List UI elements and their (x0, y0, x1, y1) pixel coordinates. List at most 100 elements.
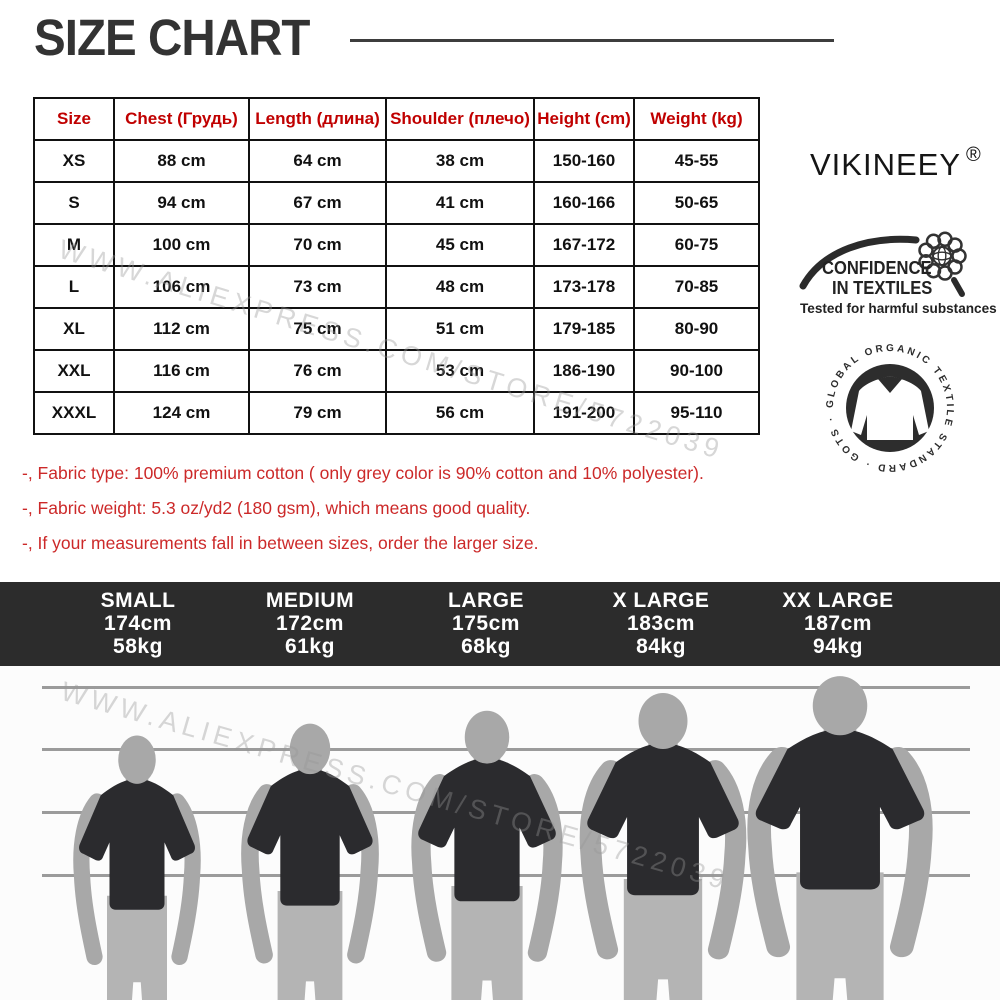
size-label-x-large: X LARGE 183cm 84kg (613, 589, 710, 658)
size-weight: 94kg (813, 635, 863, 658)
table-row: L 106 cm 73 cm 48 cm 173-178 70-85 (33, 265, 760, 309)
table-cell: 191-200 (533, 391, 635, 435)
oeko-tex-logo: CONFIDENCE IN TEXTILES Tested for harmfu… (799, 226, 999, 322)
table-cell: 41 cm (385, 181, 535, 225)
fabric-notes: -, Fabric type: 100% premium cotton ( on… (22, 463, 704, 568)
table-cell: 45 cm (385, 223, 535, 267)
table-cell: 45-55 (633, 139, 760, 183)
gots-logo: GLOBAL ORGANIC TEXTILE STANDARD · GOTS · (824, 342, 956, 474)
title-rule-line (350, 39, 834, 42)
oeko-tex-subtitle: Tested for harmful substances (800, 300, 997, 316)
table-cell: 90-100 (633, 349, 760, 393)
table-cell: 38 cm (385, 139, 535, 183)
col-header-height: Height (cm) (533, 97, 635, 141)
table-cell: 56 cm (385, 391, 535, 435)
table-cell: 70 cm (248, 223, 387, 267)
oeko-tex-title-line2: IN TEXTILES (832, 278, 933, 298)
col-header-weight: Weight (kg) (633, 97, 760, 141)
oeko-tex-title-line1: CONFIDENCE (822, 258, 932, 278)
table-cell: 48 cm (385, 265, 535, 309)
table-cell: M (33, 223, 115, 267)
table-row: M 100 cm 70 cm 45 cm 167-172 60-75 (33, 223, 760, 267)
note-sizing-advice: -, If your measurements fall in between … (22, 533, 539, 553)
table-cell: 64 cm (248, 139, 387, 183)
silhouette-xx-large (731, 673, 949, 1000)
size-height: 175cm (452, 612, 520, 635)
table-cell: 80-90 (633, 307, 760, 351)
size-label-band: SMALL 174cm 58kg MEDIUM 172cm 61kg LARGE… (0, 582, 1000, 666)
size-name: MEDIUM (265, 589, 355, 612)
table-cell: 124 cm (113, 391, 250, 435)
table-cell: 73 cm (248, 265, 387, 309)
size-label-small: SMALL 174cm 58kg (101, 589, 176, 658)
size-chart-table: Size Chest (Грудь) Length (длина) Should… (33, 97, 760, 435)
table-cell: 150-160 (533, 139, 635, 183)
table-cell: 70-85 (633, 265, 760, 309)
size-name: LARGE (448, 589, 524, 612)
table-row: XXXL 124 cm 79 cm 56 cm 191-200 95-110 (33, 391, 760, 435)
table-cell: 75 cm (248, 307, 387, 351)
shirt-collar-icon (878, 376, 902, 393)
table-row: XXL 116 cm 76 cm 53 cm 186-190 90-100 (33, 349, 760, 393)
size-weight: 84kg (636, 635, 686, 658)
registered-trademark-icon: ® (966, 144, 982, 166)
silhouette-large (398, 708, 576, 1000)
page-title: SIZE CHART (34, 9, 310, 67)
size-name: XX LARGE (782, 589, 894, 612)
size-weight: 68kg (461, 635, 511, 658)
table-cell: XXL (33, 349, 115, 393)
size-label-xx-large: XX LARGE 187cm 94kg (782, 589, 893, 658)
size-height: 174cm (104, 612, 172, 635)
table-cell: 51 cm (385, 307, 535, 351)
table-cell: 53 cm (385, 349, 535, 393)
table-cell: 95-110 (633, 391, 760, 435)
table-header-row: Size Chest (Грудь) Length (длина) Should… (33, 97, 760, 141)
size-weight: 58kg (113, 635, 163, 658)
table-row: XL 112 cm 75 cm 51 cm 179-185 80-90 (33, 307, 760, 351)
table-row: XS 88 cm 64 cm 38 cm 150-160 45-55 (33, 139, 760, 183)
size-label-medium: MEDIUM 172cm 61kg (266, 589, 354, 658)
table-cell: XS (33, 139, 115, 183)
table-cell: 60-75 (633, 223, 760, 267)
table-cell: 167-172 (533, 223, 635, 267)
flower-globe-icon (918, 231, 967, 281)
table-row: S 94 cm 67 cm 41 cm 160-166 50-65 (33, 181, 760, 225)
col-header-size: Size (33, 97, 115, 141)
note-fabric-type: -, Fabric type: 100% premium cotton ( on… (22, 463, 704, 483)
tick-mark-icon (951, 277, 965, 297)
table-cell: 50-65 (633, 181, 760, 225)
table-cell: XL (33, 307, 115, 351)
gots-graphic: GLOBAL ORGANIC TEXTILE STANDARD · GOTS · (825, 343, 954, 473)
size-height: 172cm (276, 612, 344, 635)
table-cell: 186-190 (533, 349, 635, 393)
table-cell: 79 cm (248, 391, 387, 435)
size-table-body: XS 88 cm 64 cm 38 cm 150-160 45-55 S 94 cm 67 cm… (33, 139, 760, 435)
table-cell: XXXL (33, 391, 115, 435)
arc-swoosh-icon (799, 235, 920, 290)
note-fabric-weight: -, Fabric weight: 5.3 oz/yd2 (180 gsm), … (22, 498, 531, 518)
table-cell: 88 cm (113, 139, 250, 183)
table-cell: 100 cm (113, 223, 250, 267)
table-cell: 67 cm (248, 181, 387, 225)
lineup-line (42, 686, 970, 689)
size-name: SMALL (100, 589, 176, 612)
size-height: 183cm (627, 612, 695, 635)
brand-logo: VIKINEEY ® (810, 144, 982, 183)
table-cell: 173-178 (533, 265, 635, 309)
col-header-length: Length (длина) (248, 97, 387, 141)
brand-name: VIKINEEY (810, 147, 961, 182)
table-cell: 179-185 (533, 307, 635, 351)
table-cell: 76 cm (248, 349, 387, 393)
table-cell: 112 cm (113, 307, 250, 351)
col-header-chest: Chest (Грудь) (113, 97, 250, 141)
size-name: X LARGE (612, 589, 710, 612)
table-cell: 116 cm (113, 349, 250, 393)
table-cell: 106 cm (113, 265, 250, 309)
table-cell: 160-166 (533, 181, 635, 225)
table-cell: S (33, 181, 115, 225)
oeko-tex-graphic (799, 231, 967, 297)
silhouette-small (62, 733, 212, 1000)
table-cell: L (33, 265, 115, 309)
table-cell: 94 cm (113, 181, 250, 225)
